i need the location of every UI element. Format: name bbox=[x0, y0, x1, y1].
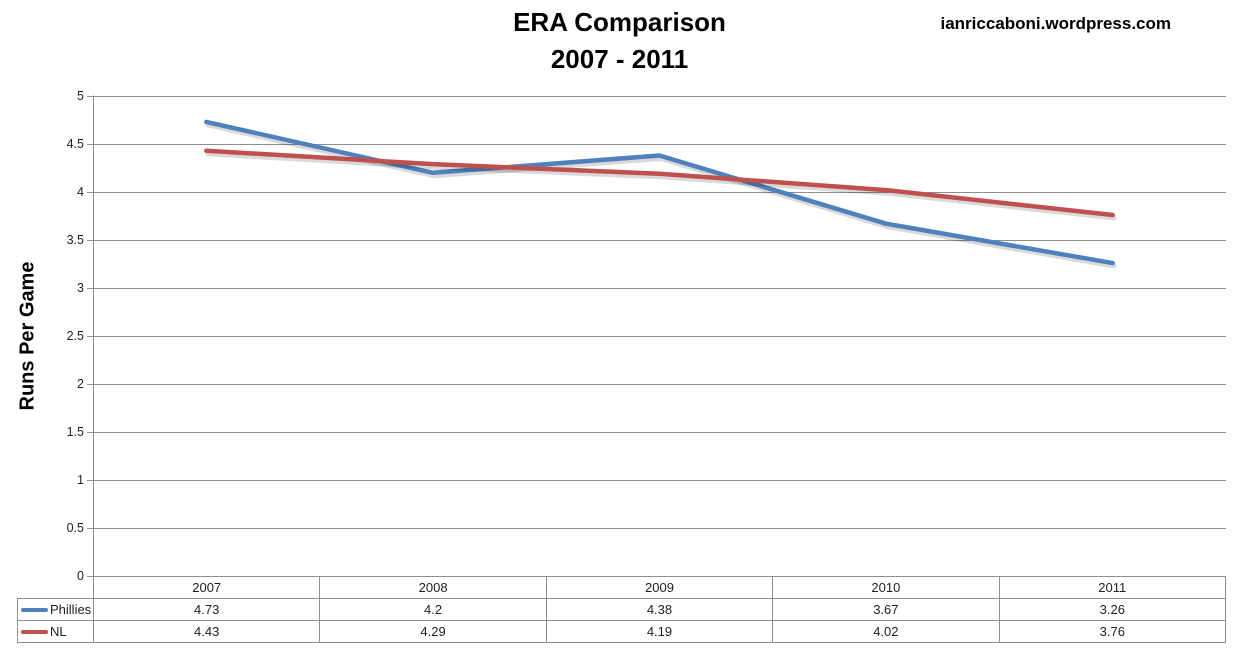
y-tick-label: 1 bbox=[77, 473, 84, 487]
y-tick-label: 0 bbox=[77, 569, 84, 583]
year-header-cell: 2008 bbox=[319, 576, 547, 599]
y-tick-label: 1.5 bbox=[66, 425, 84, 439]
y-tick-label: 4 bbox=[77, 185, 84, 199]
legend-cell-nl: NL bbox=[17, 620, 94, 643]
series-line-phillies bbox=[204, 119, 1115, 266]
y-tick-label: 2 bbox=[77, 377, 84, 391]
y-tick-label: 5 bbox=[77, 89, 84, 103]
value-cell: 4.29 bbox=[319, 620, 547, 643]
year-header-cell: 2009 bbox=[545, 576, 774, 599]
table-header-row: 2007 2008 2009 2010 2011 bbox=[18, 576, 1227, 599]
value-cell: 4.38 bbox=[545, 598, 774, 621]
chart-title: ERA Comparison 2007 - 2011 bbox=[0, 4, 1239, 78]
legend-swatch-nl bbox=[21, 629, 48, 634]
legend-cell-phillies: Phillies bbox=[17, 598, 94, 621]
value-cell: 4.2 bbox=[319, 598, 547, 621]
value-cell: 3.76 bbox=[998, 620, 1227, 643]
y-tick-label: 4.5 bbox=[66, 137, 84, 151]
year-header-cell: 2010 bbox=[772, 576, 1000, 599]
year-header-cell: 2011 bbox=[998, 576, 1227, 599]
table-row-phillies: Phillies 4.73 4.2 4.38 3.67 3.26 bbox=[17, 598, 1227, 621]
y-tick-label: 3.5 bbox=[66, 233, 84, 247]
series-line-shadow-nl bbox=[205, 151, 1117, 221]
value-cell: 4.02 bbox=[772, 620, 1000, 643]
year-header-cell: 2007 bbox=[92, 576, 321, 599]
legend-label: Phillies bbox=[50, 602, 92, 617]
series-line-shadow-phillies bbox=[205, 122, 1117, 269]
value-cell: 4.73 bbox=[92, 598, 321, 621]
chart-title-line1: ERA Comparison bbox=[513, 7, 726, 37]
watermark-url: ianriccaboni.wordpress.com bbox=[940, 14, 1171, 33]
data-table: 2007 2008 2009 2010 2011 Phillies 4.73 4.2 4.38 3… bbox=[17, 576, 1227, 643]
y-tick-label: 3 bbox=[77, 281, 84, 295]
series-line-nl bbox=[204, 148, 1115, 218]
value-cell: 4.19 bbox=[545, 620, 774, 643]
y-tick-label: 0.5 bbox=[66, 521, 84, 535]
table-row-nl: NL 4.43 4.29 4.19 4.02 3.76 bbox=[17, 620, 1227, 643]
legend-swatch-phillies bbox=[21, 607, 48, 612]
legend-label: NL bbox=[50, 624, 67, 639]
chart-title-line2: 2007 - 2011 bbox=[550, 44, 689, 74]
value-cell: 3.26 bbox=[998, 598, 1227, 621]
value-cell: 4.43 bbox=[92, 620, 321, 643]
value-cell: 3.67 bbox=[772, 598, 1000, 621]
y-tick-label: 2.5 bbox=[66, 329, 84, 343]
legend-spacer-cell bbox=[18, 577, 94, 599]
